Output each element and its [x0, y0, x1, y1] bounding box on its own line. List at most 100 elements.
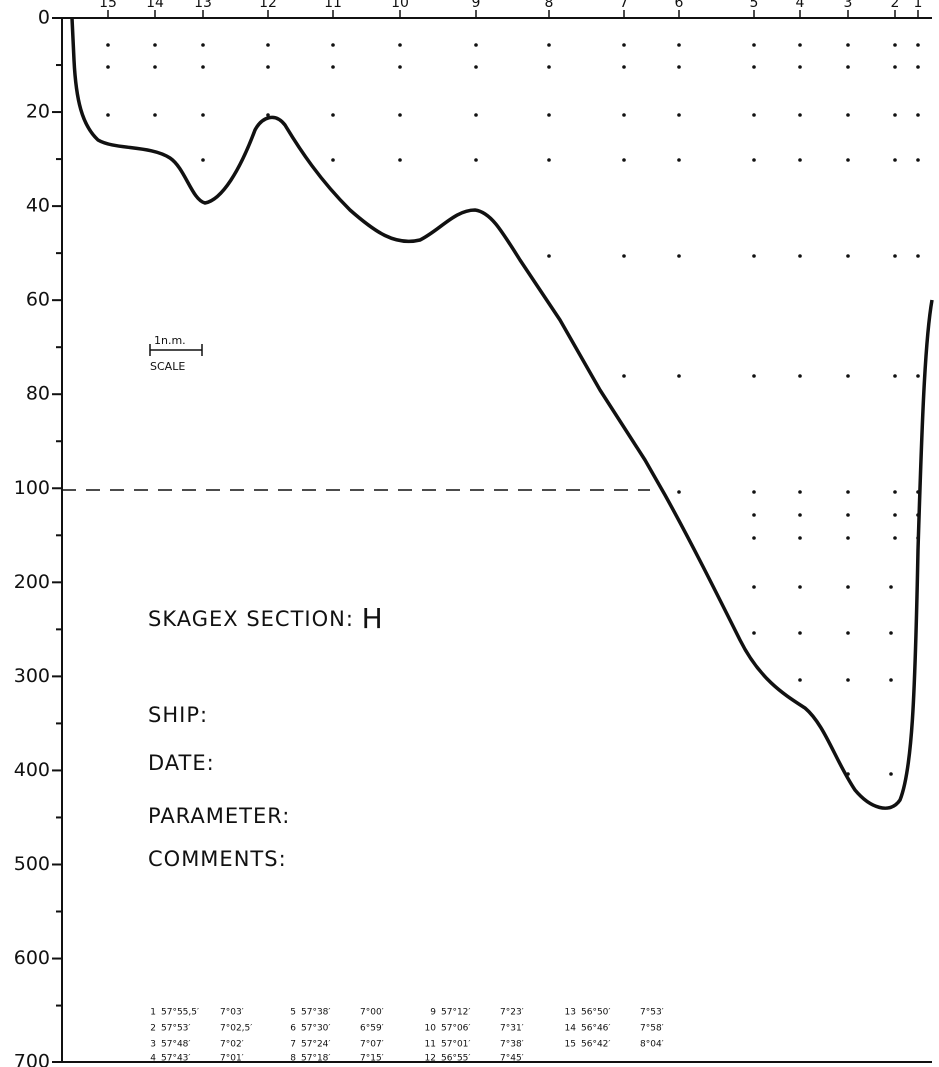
sample-dot	[752, 585, 756, 589]
y-tick-label: 700	[14, 1051, 50, 1067]
sample-dot	[677, 490, 681, 494]
y-tick-label: 400	[14, 759, 50, 781]
sample-dot	[331, 65, 335, 69]
sample-dot	[398, 113, 402, 117]
sample-dot	[547, 65, 551, 69]
position-lon: 7°00′	[360, 1008, 384, 1018]
title-text: SKAGEX SECTION:	[148, 607, 354, 631]
y-tick-label: 200	[14, 571, 50, 593]
position-number: 2	[150, 1024, 156, 1034]
sample-dot	[153, 43, 157, 47]
position-lon: 7°07′	[360, 1040, 384, 1050]
sample-dot	[889, 678, 893, 682]
station-label: 7	[620, 0, 629, 11]
sample-dot	[846, 374, 850, 378]
sample-dot	[916, 536, 920, 540]
y-tick-label: 60	[26, 289, 50, 311]
sample-dot	[798, 374, 802, 378]
position-lon: 7°15′	[360, 1054, 384, 1064]
sample-dot	[893, 113, 897, 117]
sample-dot	[846, 536, 850, 540]
bottom-profile	[70, 17, 934, 810]
position-lon: 6°59′	[360, 1024, 384, 1034]
position-lat: 57°48′	[161, 1040, 190, 1050]
sample-dot	[474, 158, 478, 162]
sample-dot	[398, 65, 402, 69]
position-lon: 7°38′	[500, 1040, 524, 1050]
sample-dot	[622, 65, 626, 69]
sample-dot	[677, 113, 681, 117]
sample-dot	[752, 374, 756, 378]
sample-dot	[798, 513, 802, 517]
position-number: 8	[290, 1054, 296, 1064]
sample-dot	[752, 113, 756, 117]
sample-dot	[889, 631, 893, 635]
position-lon: 7°02,5′	[220, 1024, 252, 1034]
sample-dot	[153, 113, 157, 117]
section-letter: H	[362, 602, 384, 635]
sample-dot	[547, 43, 551, 47]
sample-dot	[798, 65, 802, 69]
sample-dot	[677, 65, 681, 69]
sample-dot	[331, 43, 335, 47]
sample-dot	[916, 113, 920, 117]
position-number: 7	[290, 1040, 296, 1050]
y-tick-label: 80	[26, 383, 50, 405]
sample-dot	[201, 113, 205, 117]
y-tick-label: 40	[26, 195, 50, 217]
sample-dot	[201, 158, 205, 162]
station-label: 15	[99, 0, 117, 11]
sample-dot	[889, 585, 893, 589]
station-label: 2	[891, 0, 900, 11]
sample-dot	[846, 113, 850, 117]
sample-dot	[798, 536, 802, 540]
sample-dot	[916, 254, 920, 258]
position-lon: 7°01′	[220, 1054, 244, 1064]
form-field: COMMENTS:	[148, 847, 287, 871]
sample-dot	[916, 158, 920, 162]
position-lat: 56°42′	[581, 1040, 610, 1050]
position-lat: 57°12′	[441, 1008, 470, 1018]
sample-dot	[106, 43, 110, 47]
station-label: 9	[472, 0, 481, 11]
station-label: 5	[750, 0, 759, 11]
position-lon: 7°03′	[220, 1008, 244, 1018]
position-lat: 57°01′	[441, 1040, 470, 1050]
sample-dot	[752, 65, 756, 69]
y-tick-label: 600	[14, 947, 50, 969]
y-tick-label: 300	[14, 665, 50, 687]
sample-dot	[266, 43, 270, 47]
position-lon: 7°58′	[640, 1024, 664, 1034]
sample-dot	[622, 43, 626, 47]
station-label: 1	[914, 0, 923, 11]
position-lon: 7°53′	[640, 1008, 664, 1018]
position-lat: 56°50′	[581, 1008, 610, 1018]
position-lat: 56°55′	[441, 1054, 470, 1064]
station-label: 11	[324, 0, 342, 11]
position-lon: 7°31′	[500, 1024, 524, 1034]
y-tick-label: 20	[26, 101, 50, 123]
position-lat: 57°24′	[301, 1040, 330, 1050]
position-number: 1	[150, 1008, 156, 1018]
sample-dot	[916, 65, 920, 69]
sample-dot	[916, 513, 920, 517]
sample-dot	[474, 43, 478, 47]
position-number: 6	[290, 1024, 296, 1034]
sample-dot	[398, 158, 402, 162]
sample-dot	[889, 772, 893, 776]
position-number: 10	[425, 1024, 437, 1034]
position-lon: 8°04′	[640, 1040, 664, 1050]
position-lat: 57°06′	[441, 1024, 470, 1034]
sample-dot	[893, 536, 897, 540]
sample-dot	[798, 631, 802, 635]
position-number: 11	[425, 1040, 436, 1050]
station-label: 14	[146, 0, 164, 11]
sample-dot	[331, 113, 335, 117]
sample-dot	[752, 490, 756, 494]
sample-dot	[752, 631, 756, 635]
sample-dot	[677, 158, 681, 162]
sample-dot	[622, 113, 626, 117]
frame	[61, 17, 932, 1063]
sample-dot	[201, 65, 205, 69]
